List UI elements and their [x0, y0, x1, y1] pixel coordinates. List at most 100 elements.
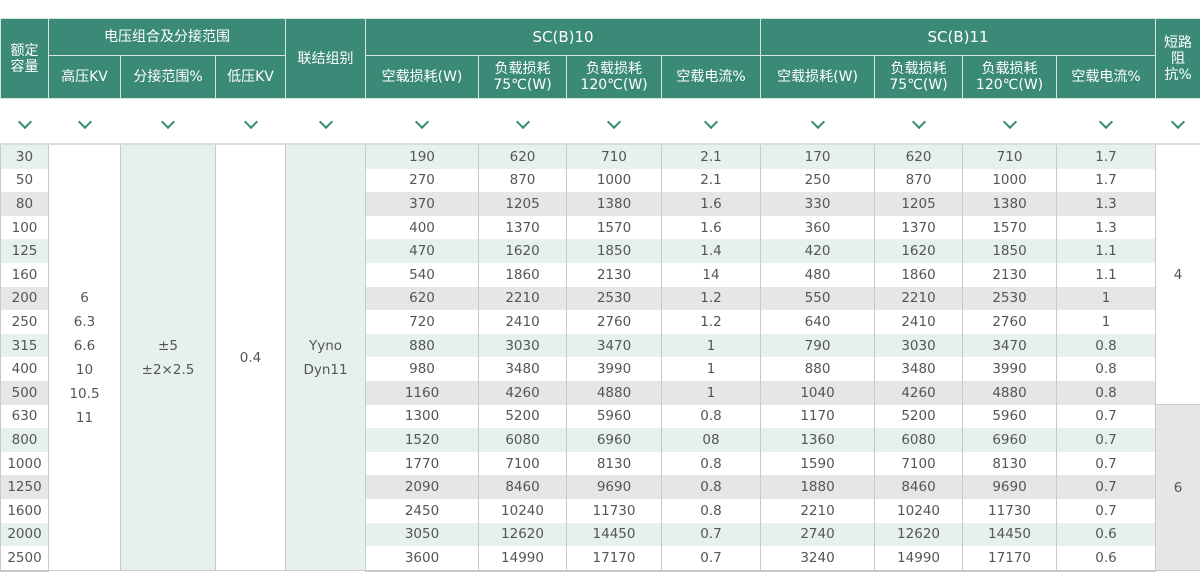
sc11-load-loss-120-cell: 9690 — [962, 475, 1058, 499]
column-expand-toggle[interactable] — [365, 98, 479, 145]
sc11-load-loss-75-cell: 1370 — [874, 215, 964, 240]
sc10-load-loss-120-cell: 1850 — [566, 239, 663, 263]
table-row: 100 400 1370 1570 1.6 360 1370 1570 1.3 — [0, 215, 1200, 240]
sc11-no-load-loss-cell: 250 — [760, 168, 876, 193]
sc10-no-load-current-cell: 2.1 — [661, 144, 762, 169]
sc10-load-loss-75-cell: 8460 — [478, 475, 568, 499]
sc11-no-load-current-cell: 0.8 — [1056, 380, 1157, 405]
column-expand-toggle[interactable] — [962, 98, 1057, 145]
sc10-no-load-loss-cell: 190 — [365, 144, 480, 169]
sc11-load-loss-75-cell: 10240 — [874, 498, 964, 523]
header-lv: 低压KV — [214, 55, 287, 99]
sc11-load-loss-75-cell: 3030 — [874, 333, 964, 358]
table-row: 800 1520 6080 6960 08 1360 6080 6960 0.7 — [0, 428, 1200, 452]
sc10-no-load-current-cell: 0.7 — [661, 522, 762, 547]
column-expand-toggle[interactable] — [478, 98, 567, 145]
sc11-no-load-current-cell: 0.8 — [1056, 333, 1157, 358]
sc11-no-load-current-cell: 0.6 — [1056, 546, 1157, 572]
sc11-load-loss-75-cell: 5200 — [874, 404, 964, 429]
sc10-no-load-current-cell: 1.6 — [661, 192, 762, 216]
column-expand-toggle[interactable] — [1056, 98, 1156, 145]
capacity-cell: 2500 — [0, 546, 49, 572]
sc11-no-load-current-cell: 0.7 — [1056, 475, 1157, 499]
table-row: 1250 2090 8460 9690 0.8 1880 8460 9690 0.7 — [0, 475, 1200, 499]
sc10-no-load-current-cell: 2.1 — [661, 168, 762, 193]
capacity-cell: 400 — [0, 357, 49, 381]
sc10-no-load-current-cell: 1 — [661, 357, 762, 381]
column-expand-toggle[interactable] — [874, 98, 963, 145]
sc11-no-load-loss-cell: 2210 — [760, 498, 876, 523]
column-expand-toggle[interactable] — [566, 98, 662, 145]
sc11-no-load-current-cell: 1.7 — [1056, 144, 1157, 169]
header-hv: 高压KV — [48, 55, 121, 99]
column-expand-toggle[interactable] — [215, 98, 286, 145]
sc10-load-loss-120-cell: 8130 — [566, 451, 663, 476]
header-sc11: SC(B)11 — [760, 18, 1157, 56]
table-row: 500 1160 4260 4880 1 1040 4260 4880 0.8 — [0, 380, 1200, 405]
chevron-down-icon — [414, 114, 430, 129]
sc11-no-load-loss-cell: 2740 — [760, 522, 876, 547]
table-row: 30 6 6.3 6.6 10 10.5 11 ±5 ±2×2.5 0.4 Yyno Dyn11 190… — [0, 143, 1200, 572]
lv-cell: 0.4 — [214, 143, 287, 572]
column-expand-toggle[interactable] — [1155, 98, 1200, 145]
header-voltage-group: 电压组合及分接范围 — [47, 18, 287, 56]
sc11-no-load-current-cell: 1.7 — [1056, 168, 1157, 193]
sc10-no-load-loss-cell: 3600 — [365, 546, 480, 572]
sc11-load-loss-120-cell: 1380 — [962, 192, 1058, 216]
sc10-load-loss-75-cell: 12620 — [478, 522, 568, 547]
sc10-load-loss-120-cell: 9690 — [566, 475, 663, 499]
column-expand-toggle[interactable] — [0, 98, 49, 145]
sc11-no-load-current-cell: 1.3 — [1056, 192, 1157, 216]
sc10-load-loss-120-cell: 2760 — [566, 310, 663, 334]
chevron-down-icon — [318, 114, 333, 129]
capacity-cell: 1250 — [0, 475, 49, 499]
sc10-no-load-current-cell: 1.6 — [661, 215, 762, 240]
table-body: 30 6 6.3 6.6 10 10.5 11 ±5 ±2×2.5 0.4 Yyno Dyn11 190… — [0, 143, 1200, 572]
sc11-no-load-loss-cell: 360 — [760, 215, 876, 240]
sc10-load-loss-75-cell: 1620 — [478, 239, 568, 263]
table-row: 250 720 2410 2760 1.2 640 2410 2760 1 — [0, 310, 1200, 334]
sc11-load-loss-120-cell: 1570 — [962, 215, 1058, 240]
sc11-no-load-current-cell: 1.3 — [1056, 215, 1157, 240]
column-expand-toggle[interactable] — [285, 98, 366, 145]
sc10-no-load-loss-cell: 540 — [365, 262, 480, 287]
sc11-load-loss-75-cell: 1620 — [874, 239, 964, 263]
sc11-no-load-loss-cell: 170 — [760, 144, 876, 169]
sc10-no-load-current-cell: 0.8 — [661, 475, 762, 499]
column-expand-toggle[interactable] — [661, 98, 761, 145]
sc11-load-loss-120-cell: 3990 — [962, 357, 1058, 381]
sc10-load-loss-75-cell: 14990 — [478, 546, 568, 572]
tap-range-cell: ±5 ±2×2.5 — [120, 143, 216, 572]
sc11-load-loss-75-cell: 7100 — [874, 451, 964, 476]
capacity-cell: 1000 — [0, 451, 49, 476]
sc10-load-loss-120-cell: 14450 — [566, 522, 663, 547]
sc10-load-loss-75-cell: 870 — [478, 168, 568, 193]
sc10-load-loss-120-cell: 3990 — [566, 357, 663, 381]
capacity-cell: 50 — [0, 168, 49, 193]
connection-cell: Yyno Dyn11 — [285, 143, 367, 572]
sc10-load-loss-120-cell: 11730 — [566, 498, 663, 523]
sc10-no-load-loss-cell: 270 — [365, 168, 480, 193]
table-row: 2000 3050 12620 14450 0.7 2740 12620 14450 0.6 — [0, 522, 1200, 547]
sc11-load-loss-120-cell: 3470 — [962, 333, 1058, 358]
header-connection: 联结组别 — [285, 18, 367, 99]
column-expand-toggle[interactable] — [120, 98, 216, 145]
sc10-no-load-loss-cell: 720 — [365, 310, 480, 334]
sc10-no-load-loss-cell: 2090 — [365, 475, 480, 499]
sc10-no-load-loss-cell: 880 — [365, 333, 480, 358]
header-sc10-no-load-loss: 空载损耗(W) — [365, 55, 480, 99]
capacity-cell: 315 — [0, 333, 49, 358]
impedance-cell: 4 — [1155, 143, 1200, 406]
sc11-no-load-current-cell: 0.7 — [1056, 404, 1157, 429]
column-expand-toggle[interactable] — [760, 98, 875, 145]
sc10-no-load-loss-cell: 1160 — [365, 380, 480, 405]
sc10-no-load-current-cell: 0.8 — [661, 498, 762, 523]
column-expand-toggle[interactable] — [48, 98, 121, 145]
sc10-load-loss-120-cell: 6960 — [566, 428, 663, 452]
sc10-no-load-current-cell: 1.2 — [661, 286, 762, 311]
impedance-cell: 6 — [1155, 404, 1200, 572]
sc11-load-loss-120-cell: 2760 — [962, 310, 1058, 334]
sc11-no-load-loss-cell: 480 — [760, 262, 876, 287]
sc11-load-loss-120-cell: 710 — [962, 144, 1058, 169]
sc11-no-load-current-cell: 0.6 — [1056, 522, 1157, 547]
